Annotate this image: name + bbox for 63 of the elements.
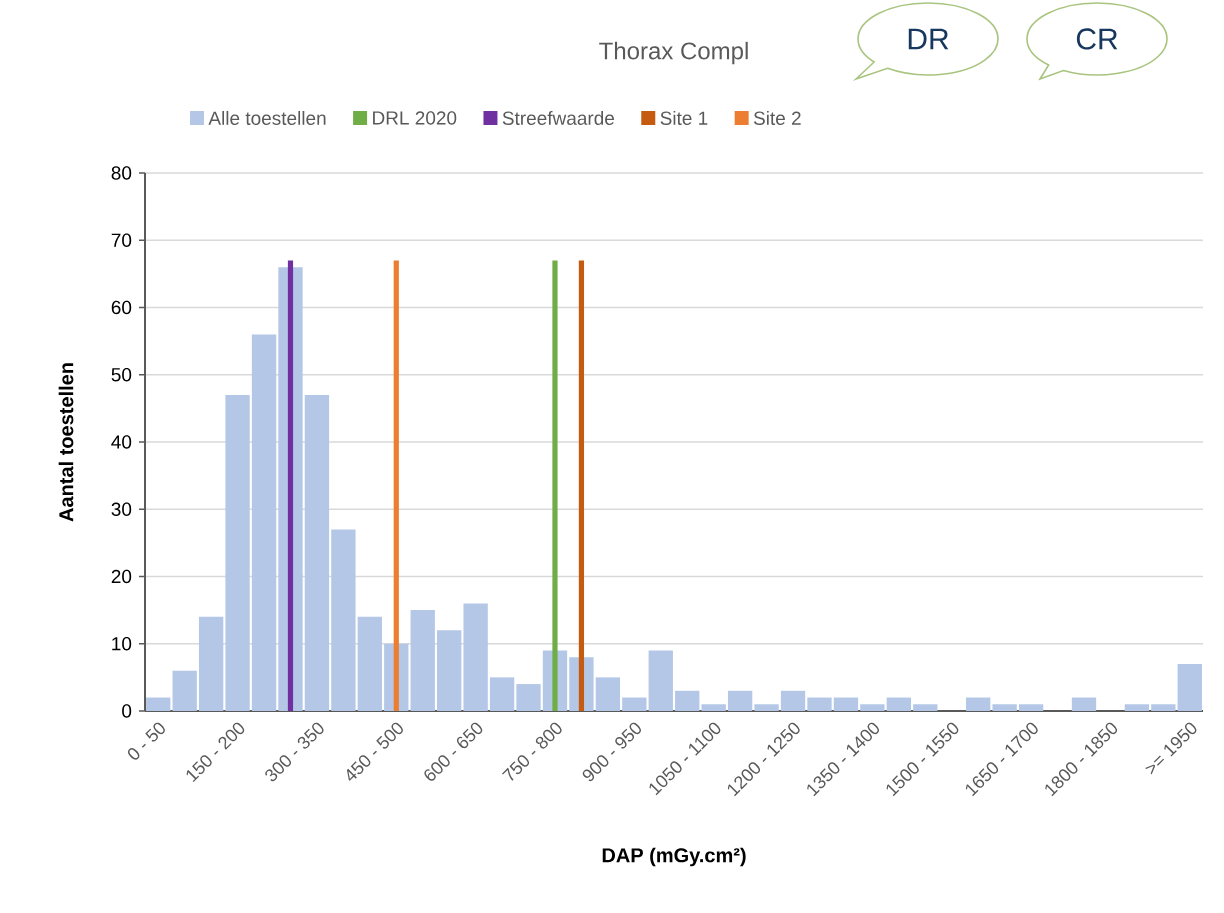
bar xyxy=(225,394,250,711)
y-tick-label: 40 xyxy=(111,435,132,449)
bar xyxy=(331,529,356,711)
x-tick-label: 150 - 200 xyxy=(186,722,245,783)
bar xyxy=(648,650,673,711)
y-tick-label: 30 xyxy=(111,502,132,516)
x-tick-label: 750 - 800 xyxy=(501,722,562,781)
bar xyxy=(516,684,541,711)
bar xyxy=(251,334,277,711)
bar xyxy=(595,677,621,711)
bar xyxy=(393,260,399,711)
bar xyxy=(146,697,171,711)
bar xyxy=(622,697,647,711)
bar xyxy=(966,697,991,711)
x-tick-label: 450 - 500 xyxy=(346,722,403,781)
bar xyxy=(552,260,558,711)
y-tick-label: 80 xyxy=(111,166,132,180)
x-tick-label: 600 - 650 xyxy=(424,722,483,781)
legend-label: DRL 2020 xyxy=(373,111,457,125)
bar xyxy=(780,690,806,711)
bar xyxy=(437,630,462,711)
bar xyxy=(807,697,832,711)
y-axis-title: Aantal toestellen xyxy=(58,363,74,522)
bar xyxy=(675,690,700,711)
bar xyxy=(304,394,330,711)
bar xyxy=(463,603,488,711)
bar xyxy=(410,610,435,711)
bar xyxy=(1151,704,1176,711)
legend-label: Site 2 xyxy=(753,111,801,125)
text: CR xyxy=(1076,28,1118,50)
y-tick-label: 0 xyxy=(122,704,132,718)
bar xyxy=(172,670,197,711)
bar xyxy=(578,260,585,711)
bar xyxy=(833,697,859,711)
bar xyxy=(701,704,726,711)
legend-label: Streefwaarde xyxy=(502,111,615,125)
chart-title: Thorax Compl xyxy=(599,41,748,65)
y-tick-label: 70 xyxy=(111,233,132,247)
bar xyxy=(754,704,779,711)
y-tick-label: 20 xyxy=(111,569,132,584)
bar xyxy=(489,677,515,711)
y-tick-label: 10 xyxy=(112,637,132,651)
bar xyxy=(1071,697,1097,711)
y-tick-label: 60 xyxy=(111,300,132,315)
bar xyxy=(727,690,753,711)
x-tick-label: 300 - 350 xyxy=(265,722,324,782)
x-tick-label: 0 - 50 xyxy=(127,722,165,760)
bar xyxy=(357,616,382,711)
legend-label: Alle toestellen xyxy=(208,111,326,125)
bar xyxy=(1018,704,1044,711)
y-tick-label: 50 xyxy=(111,368,132,382)
text: DR xyxy=(908,28,949,50)
bar xyxy=(886,697,911,711)
bar xyxy=(913,704,938,711)
bar xyxy=(992,704,1017,711)
x-tick-label: 900 - 950 xyxy=(582,722,641,782)
bar xyxy=(1124,704,1150,711)
x-axis-title: DAP (mGy.cm²) xyxy=(602,847,746,867)
legend-label: Site 1 xyxy=(660,111,708,125)
bar xyxy=(287,260,294,711)
bar xyxy=(198,616,224,711)
bar xyxy=(860,704,885,711)
bar xyxy=(1177,663,1202,711)
